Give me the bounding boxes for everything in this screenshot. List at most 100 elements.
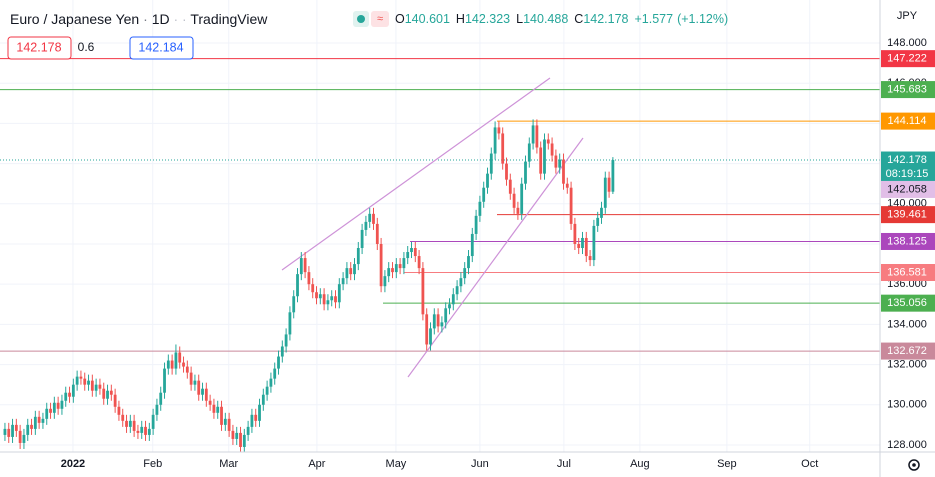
candle-body	[353, 264, 356, 275]
candle-body	[14, 424, 18, 431]
candle-body	[147, 428, 151, 435]
candle-body	[600, 207, 603, 218]
candle-body	[83, 378, 87, 385]
candle-body	[68, 392, 71, 397]
candle-body	[98, 384, 102, 389]
currency: JPY	[897, 10, 918, 22]
candle-body	[182, 362, 185, 367]
level-label-bg	[881, 232, 935, 250]
candle-body	[178, 352, 182, 363]
last-price-label: 142.178	[887, 154, 927, 166]
ohlc-label: C	[574, 12, 583, 26]
candle-body	[33, 416, 37, 429]
candle-body	[569, 187, 573, 224]
candle-body	[535, 125, 539, 148]
candle-body	[413, 248, 417, 257]
candle-body	[64, 392, 68, 401]
candle-body	[60, 400, 64, 409]
candle-body	[75, 376, 79, 385]
y-tick-label: 134.000	[887, 318, 927, 330]
candle-body	[163, 368, 166, 393]
buy-box[interactable]	[129, 36, 194, 60]
candle-body	[121, 414, 125, 421]
candle-body	[482, 187, 486, 202]
candle-body	[216, 406, 220, 413]
candle-body	[508, 179, 512, 194]
x-tick-label: 2022	[61, 458, 85, 470]
settings-icon	[912, 463, 916, 467]
candle-body	[402, 258, 406, 269]
candle-body	[242, 434, 246, 447]
ohlc-label: L	[516, 12, 523, 26]
candle-body	[448, 304, 451, 309]
x-tick-label: Sep	[717, 458, 737, 470]
candle-body	[539, 147, 543, 174]
ohlc-value: 142.178	[583, 12, 628, 26]
candle-body	[189, 372, 193, 385]
candle-body	[170, 360, 174, 369]
candle-body	[30, 424, 33, 429]
level-label: 138.125	[887, 235, 927, 247]
sep: ·	[143, 11, 148, 27]
header: Euro / Japanese Yen · 1D · · TradingView…	[7, 11, 728, 60]
ohlc-legend: O140.601 H142.323 L140.488 C142.178 +1.577 (+…	[395, 12, 728, 26]
candle-body	[132, 420, 136, 431]
candle-body	[273, 368, 277, 379]
candle-body	[239, 432, 242, 447]
last-price-bg	[881, 151, 935, 183]
ohlc-value: 140.488	[523, 12, 568, 26]
candle-body	[3, 428, 7, 435]
header-line: Euro / Japanese Yen · 1D · · TradingView	[10, 11, 268, 27]
candle-body	[478, 201, 482, 216]
candle-body	[7, 428, 11, 437]
source: TradingView	[190, 11, 268, 27]
candle-body	[334, 296, 337, 303]
sell-box[interactable]	[7, 36, 72, 60]
candle-body	[565, 183, 569, 188]
candle-body	[125, 420, 128, 427]
candle-body	[383, 276, 387, 287]
icon[interactable]	[371, 11, 389, 27]
candle-body	[584, 237, 588, 257]
candle-body	[151, 414, 155, 429]
symbol: Euro / Japanese Yen	[10, 11, 139, 27]
candle-body	[254, 414, 258, 421]
candle-body	[49, 408, 52, 413]
candle-body	[52, 402, 56, 413]
candle-body	[581, 237, 584, 249]
candle-body	[611, 160, 615, 192]
y-tick-label: 128.000	[887, 439, 927, 451]
candle-body	[71, 384, 75, 397]
candle-body	[455, 286, 459, 295]
candle-body	[531, 125, 535, 144]
candle-body	[451, 294, 455, 305]
candle-body	[463, 268, 467, 279]
candle-body	[379, 243, 383, 287]
candle-body	[79, 376, 83, 379]
candle-body	[577, 243, 581, 249]
candle-body	[425, 314, 429, 345]
candle-body	[356, 248, 360, 265]
level-label: 144.114	[888, 115, 927, 127]
candle-body	[364, 221, 368, 230]
candle-body	[220, 406, 223, 425]
candle-body	[459, 278, 463, 287]
y-tick-label: 130.000	[887, 399, 927, 411]
candle-body	[223, 418, 227, 425]
candle-body	[204, 388, 208, 401]
candle-body	[87, 380, 90, 385]
candle-body	[296, 274, 299, 297]
candle-body	[467, 256, 470, 269]
x-tick-label: Mar	[219, 458, 238, 470]
settings-icon[interactable]	[908, 459, 920, 471]
candle-body	[520, 183, 524, 214]
candle-body	[109, 390, 113, 395]
marker-price-label: 142.058	[887, 183, 927, 195]
x-tick-label: Jun	[471, 458, 489, 470]
candle-body	[155, 404, 159, 415]
candle-body	[394, 264, 398, 273]
level-label: 145.683	[887, 83, 927, 95]
candle-body	[436, 314, 440, 327]
candle-body	[417, 256, 421, 269]
